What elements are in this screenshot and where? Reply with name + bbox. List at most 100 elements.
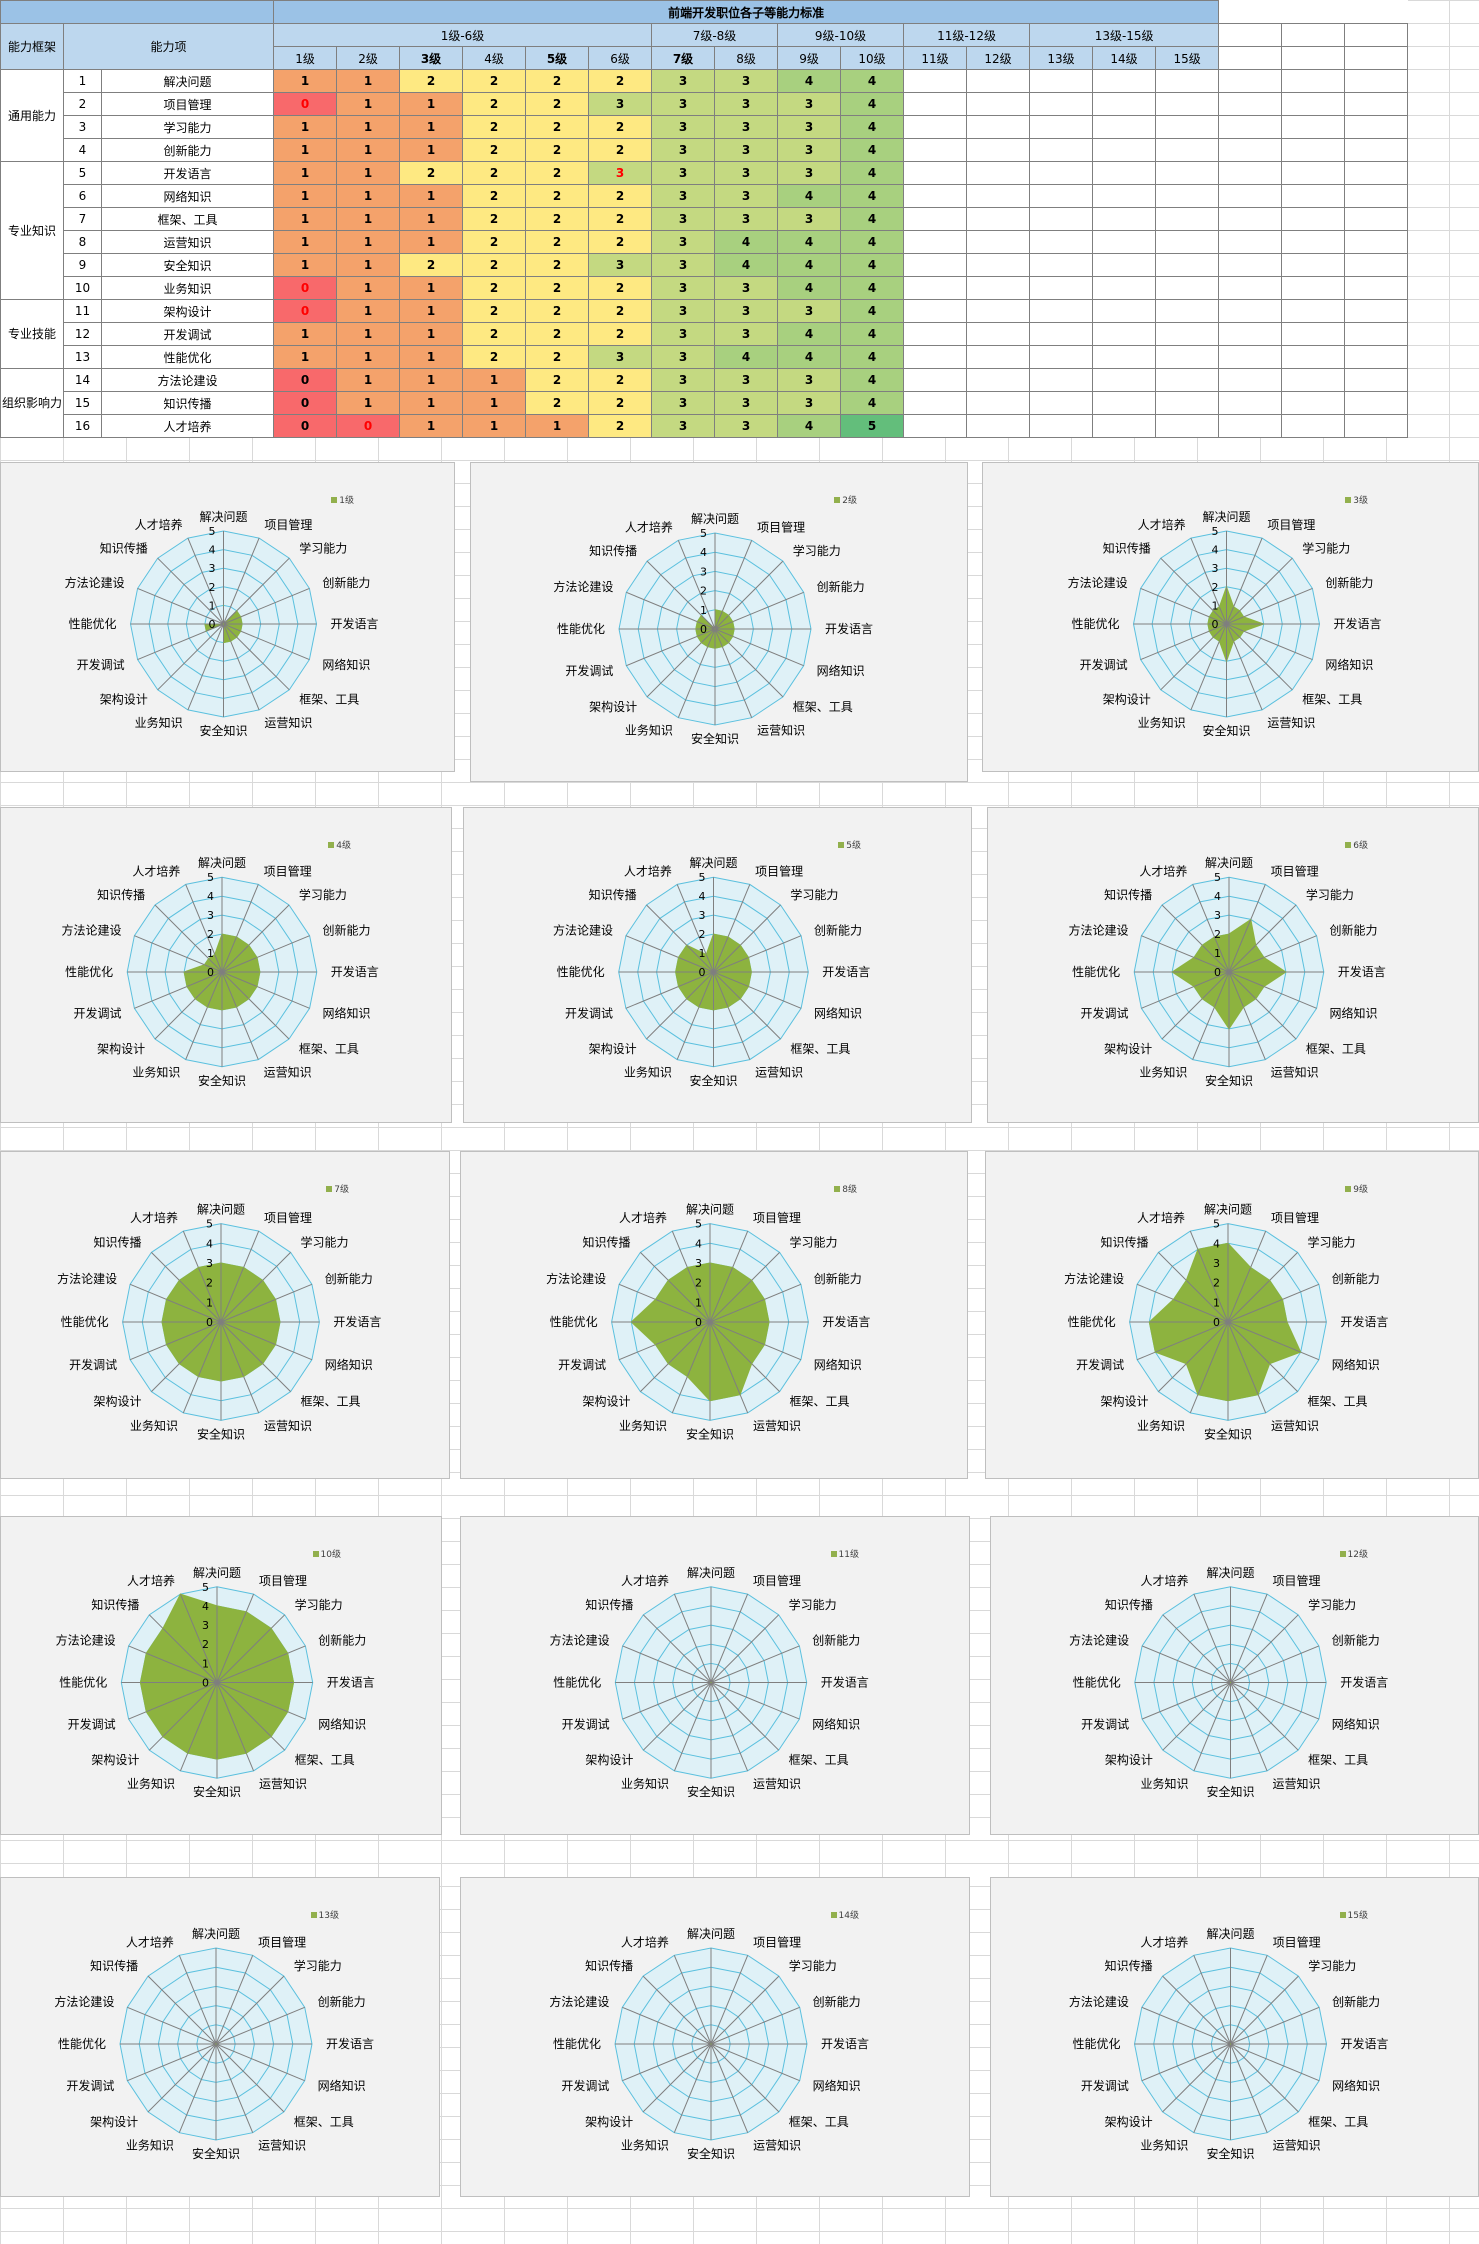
score-cell[interactable]: 1 [336,276,401,300]
score-cell[interactable]: 3 [777,138,842,162]
score-cell[interactable]: 1 [336,368,401,392]
score-cell[interactable]: 3 [714,138,779,162]
score-cell[interactable]: 2 [588,276,653,300]
score-cell[interactable]: 1 [399,138,464,162]
radar-chart-10[interactable]: 10级 解决问题 项目管理 学习能力 创新能力 开发语言 网络知识 框架、工具 运营知识 安全知识… [0,1516,442,1835]
score-cell-empty[interactable] [1155,69,1220,93]
score-cell[interactable]: 4 [840,184,905,208]
score-cell[interactable]: 2 [588,138,653,162]
radar-chart-13[interactable]: 13级 解决问题 项目管理 学习能力 创新能力 开发语言 网络知识 框架、工具 运营知识 安全知识… [0,1877,440,2197]
score-cell-empty[interactable] [1029,322,1094,346]
empty-cell[interactable] [1344,391,1409,415]
score-cell-empty[interactable] [1155,230,1220,254]
empty-cell[interactable] [1281,0,1345,24]
radar-chart-5[interactable]: 5级 解决问题 项目管理 学习能力 创新能力 开发语言 网络知识 框架、工具 运营知识 安全知识 业… [463,807,972,1123]
score-cell-empty[interactable] [903,230,968,254]
score-cell[interactable]: 2 [525,368,590,392]
score-cell[interactable]: 2 [399,161,464,185]
score-cell[interactable]: 5 [840,414,905,438]
score-cell[interactable]: 1 [399,345,464,369]
empty-cell[interactable] [1344,414,1409,438]
score-cell-empty[interactable] [966,276,1031,300]
score-cell[interactable]: 1 [273,161,338,185]
score-cell[interactable]: 3 [651,230,716,254]
score-cell[interactable]: 4 [840,138,905,162]
score-cell[interactable]: 2 [525,253,590,277]
score-cell[interactable]: 2 [588,207,653,231]
score-cell[interactable]: 3 [714,207,779,231]
radar-chart-6[interactable]: 6级 解决问题 项目管理 学习能力 创新能力 开发语言 网络知识 框架、工具 运营知识 安全知识 业… [987,807,1479,1123]
score-cell[interactable]: 4 [840,345,905,369]
empty-cell[interactable] [1281,184,1346,208]
score-cell[interactable]: 3 [714,92,779,116]
empty-cell[interactable] [1344,345,1409,369]
score-cell[interactable]: 1 [336,322,401,346]
score-cell[interactable]: 1 [399,276,464,300]
score-cell[interactable]: 2 [588,69,653,93]
score-cell[interactable]: 4 [840,253,905,277]
score-cell[interactable]: 0 [273,92,338,116]
score-cell[interactable]: 1 [336,184,401,208]
score-cell-empty[interactable] [903,184,968,208]
score-cell-empty[interactable] [1029,391,1094,415]
score-cell-empty[interactable] [1155,207,1220,231]
score-cell[interactable]: 2 [462,92,527,116]
score-cell-empty[interactable] [1155,345,1220,369]
empty-cell[interactable] [1281,414,1346,438]
score-cell-empty[interactable] [1155,322,1220,346]
empty-cell[interactable] [1218,115,1283,139]
score-cell[interactable]: 4 [840,322,905,346]
score-cell[interactable]: 2 [525,276,590,300]
score-cell[interactable]: 3 [714,161,779,185]
score-cell[interactable]: 2 [462,115,527,139]
score-cell-empty[interactable] [1092,207,1157,231]
score-cell[interactable]: 1 [399,322,464,346]
score-cell[interactable]: 1 [399,115,464,139]
score-cell[interactable]: 1 [399,368,464,392]
score-cell[interactable]: 2 [525,207,590,231]
score-cell-empty[interactable] [966,368,1031,392]
score-cell[interactable]: 3 [714,69,779,93]
score-cell-empty[interactable] [1029,368,1094,392]
score-cell[interactable]: 3 [651,276,716,300]
empty-cell[interactable] [1344,69,1409,93]
empty-cell[interactable] [1218,391,1283,415]
score-cell[interactable]: 4 [840,92,905,116]
empty-cell[interactable] [1344,161,1409,185]
score-cell-empty[interactable] [1092,345,1157,369]
score-cell-empty[interactable] [1092,92,1157,116]
score-cell[interactable]: 3 [651,414,716,438]
empty-cell[interactable] [1218,92,1283,116]
empty-cell[interactable] [1218,69,1283,93]
score-cell[interactable]: 3 [651,138,716,162]
empty-cell[interactable] [1218,207,1283,231]
score-cell-empty[interactable] [1092,253,1157,277]
empty-cell[interactable] [1281,299,1346,323]
score-cell[interactable]: 4 [777,414,842,438]
score-cell[interactable]: 3 [777,368,842,392]
score-cell-empty[interactable] [1029,207,1094,231]
score-cell[interactable]: 4 [840,299,905,323]
score-cell[interactable]: 3 [777,92,842,116]
score-cell-empty[interactable] [966,322,1031,346]
empty-cell[interactable] [1344,23,1409,47]
score-cell[interactable]: 4 [840,368,905,392]
score-cell-empty[interactable] [1092,276,1157,300]
score-cell[interactable]: 1 [273,69,338,93]
empty-cell[interactable] [1281,230,1346,254]
score-cell[interactable]: 4 [714,345,779,369]
score-cell[interactable]: 4 [714,253,779,277]
empty-cell[interactable] [1344,322,1409,346]
score-cell-empty[interactable] [1155,391,1220,415]
score-cell[interactable]: 2 [525,161,590,185]
score-cell[interactable]: 4 [777,276,842,300]
score-cell-empty[interactable] [1029,69,1094,93]
score-cell[interactable]: 3 [651,115,716,139]
empty-cell[interactable] [1344,207,1409,231]
score-cell[interactable]: 0 [273,368,338,392]
score-cell-empty[interactable] [903,138,968,162]
score-cell-empty[interactable] [1155,161,1220,185]
score-cell[interactable]: 3 [714,115,779,139]
score-cell[interactable]: 1 [273,322,338,346]
score-cell-empty[interactable] [1155,368,1220,392]
